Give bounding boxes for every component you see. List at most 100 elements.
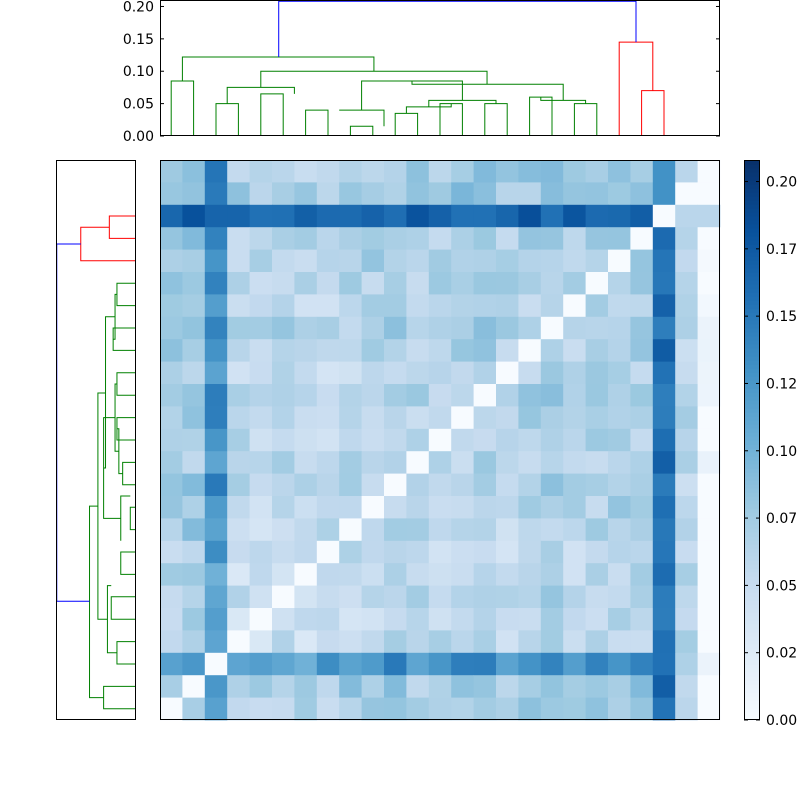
heatmap-cell bbox=[160, 249, 183, 273]
heatmap-cell bbox=[630, 384, 654, 407]
heatmap-cell bbox=[585, 384, 609, 407]
colorbar-swatch bbox=[744, 448, 760, 453]
heatmap-cell bbox=[384, 384, 407, 407]
heatmap-cell bbox=[160, 473, 183, 497]
heatmap-cell bbox=[675, 204, 698, 228]
heatmap-cell bbox=[316, 406, 340, 430]
heatmap-cell bbox=[496, 339, 519, 362]
heatmap-cell bbox=[675, 406, 698, 430]
heatmap-cell bbox=[361, 249, 385, 273]
heatmap-cell bbox=[182, 451, 206, 474]
heatmap-cell bbox=[406, 204, 430, 228]
heatmap-cell bbox=[406, 227, 430, 250]
heatmap-cell bbox=[272, 294, 295, 318]
heatmap-cell bbox=[204, 406, 228, 430]
heatmap-cell bbox=[540, 272, 564, 295]
heatmap-cell bbox=[160, 675, 183, 698]
heatmap-cell bbox=[630, 361, 654, 385]
dendrogram-link bbox=[641, 90, 665, 136]
heatmap-cell bbox=[249, 272, 273, 295]
heatmap-cell bbox=[182, 182, 206, 206]
heatmap-cell bbox=[585, 316, 609, 340]
heatmap-cell bbox=[160, 630, 183, 654]
heatmap-cell bbox=[406, 496, 430, 519]
heatmap-cell bbox=[339, 160, 362, 183]
dendrogram-merge bbox=[103, 417, 121, 519]
heatmap-cell bbox=[272, 675, 295, 698]
heatmap-cell bbox=[160, 227, 183, 250]
heatmap-cell bbox=[675, 339, 698, 362]
top-dendrogram-tick-label: 0.15 bbox=[123, 32, 154, 48]
colorbar-swatch bbox=[744, 280, 760, 285]
heatmap-cell bbox=[608, 608, 631, 631]
heatmap-cell bbox=[160, 697, 183, 721]
dendrogram-merge bbox=[339, 109, 385, 127]
heatmap-cell bbox=[361, 652, 385, 676]
heatmap-cell bbox=[316, 496, 340, 519]
heatmap-cell bbox=[227, 384, 250, 407]
heatmap-cell bbox=[227, 585, 250, 609]
top-dendrogram-tick-label: 0.10 bbox=[123, 64, 154, 80]
heatmap-cell bbox=[204, 518, 228, 542]
colorbar-swatch bbox=[744, 168, 760, 173]
colorbar-swatch bbox=[744, 468, 760, 473]
heatmap-cell bbox=[294, 182, 318, 206]
heatmap-cell bbox=[204, 339, 228, 362]
heatmap-cell bbox=[451, 473, 474, 497]
colorbar-swatch bbox=[744, 228, 760, 233]
heatmap-cell bbox=[204, 451, 228, 474]
heatmap-cell bbox=[652, 652, 676, 676]
heatmap-cell bbox=[294, 249, 318, 273]
heatmap-cell bbox=[227, 406, 250, 430]
dendrogram-merge bbox=[278, 0, 637, 57]
heatmap-cell bbox=[406, 339, 430, 362]
colorbar-swatch bbox=[744, 444, 760, 449]
heatmap-cell bbox=[608, 294, 631, 318]
heatmap-cell bbox=[406, 697, 430, 721]
colorbar-tick-label: 0.17 bbox=[766, 242, 797, 258]
heatmap-cell bbox=[182, 675, 206, 698]
heatmap-cell bbox=[384, 406, 407, 430]
heatmap-cell bbox=[630, 406, 654, 430]
heatmap-cell bbox=[272, 518, 295, 542]
heatmap-cell bbox=[496, 608, 519, 631]
heatmap-cell bbox=[496, 652, 519, 676]
heatmap-cell bbox=[540, 227, 564, 250]
heatmap-cell bbox=[272, 608, 295, 631]
heatmap-cell bbox=[428, 160, 452, 183]
heatmap-cell bbox=[585, 697, 609, 721]
heatmap-cell bbox=[204, 249, 228, 273]
heatmap-cell bbox=[428, 406, 452, 430]
heatmap-cell bbox=[227, 652, 250, 676]
heatmap-cell bbox=[630, 585, 654, 609]
heatmap-cell bbox=[272, 272, 295, 295]
heatmap-cell bbox=[204, 294, 228, 318]
heatmap-cell bbox=[339, 585, 362, 609]
heatmap-cell bbox=[361, 406, 385, 430]
heatmap-cell bbox=[316, 652, 340, 676]
heatmap-cell bbox=[272, 227, 295, 250]
heatmap-cell bbox=[518, 451, 542, 474]
heatmap-cell bbox=[428, 496, 452, 519]
heatmap-cell bbox=[675, 608, 698, 631]
heatmap-cell bbox=[339, 652, 362, 676]
heatmap-cell bbox=[204, 675, 228, 698]
heatmap-cell bbox=[428, 608, 452, 631]
heatmap-cell bbox=[473, 361, 497, 385]
heatmap-cell bbox=[361, 675, 385, 698]
colorbar-swatch bbox=[744, 472, 760, 477]
heatmap-cell bbox=[675, 428, 698, 452]
heatmap-cell bbox=[585, 428, 609, 452]
colorbar-swatch bbox=[744, 172, 760, 177]
heatmap-cell bbox=[630, 540, 654, 564]
colorbar-swatch bbox=[744, 552, 760, 557]
heatmap-cell bbox=[697, 339, 721, 362]
heatmap-cell bbox=[563, 697, 586, 721]
heatmap-cell bbox=[675, 182, 698, 206]
heatmap-cell bbox=[428, 563, 452, 586]
heatmap-cell bbox=[652, 406, 676, 430]
heatmap-cell bbox=[272, 563, 295, 586]
heatmap-cell bbox=[361, 608, 385, 631]
heatmap-cell bbox=[204, 473, 228, 497]
heatmap-cell bbox=[294, 518, 318, 542]
